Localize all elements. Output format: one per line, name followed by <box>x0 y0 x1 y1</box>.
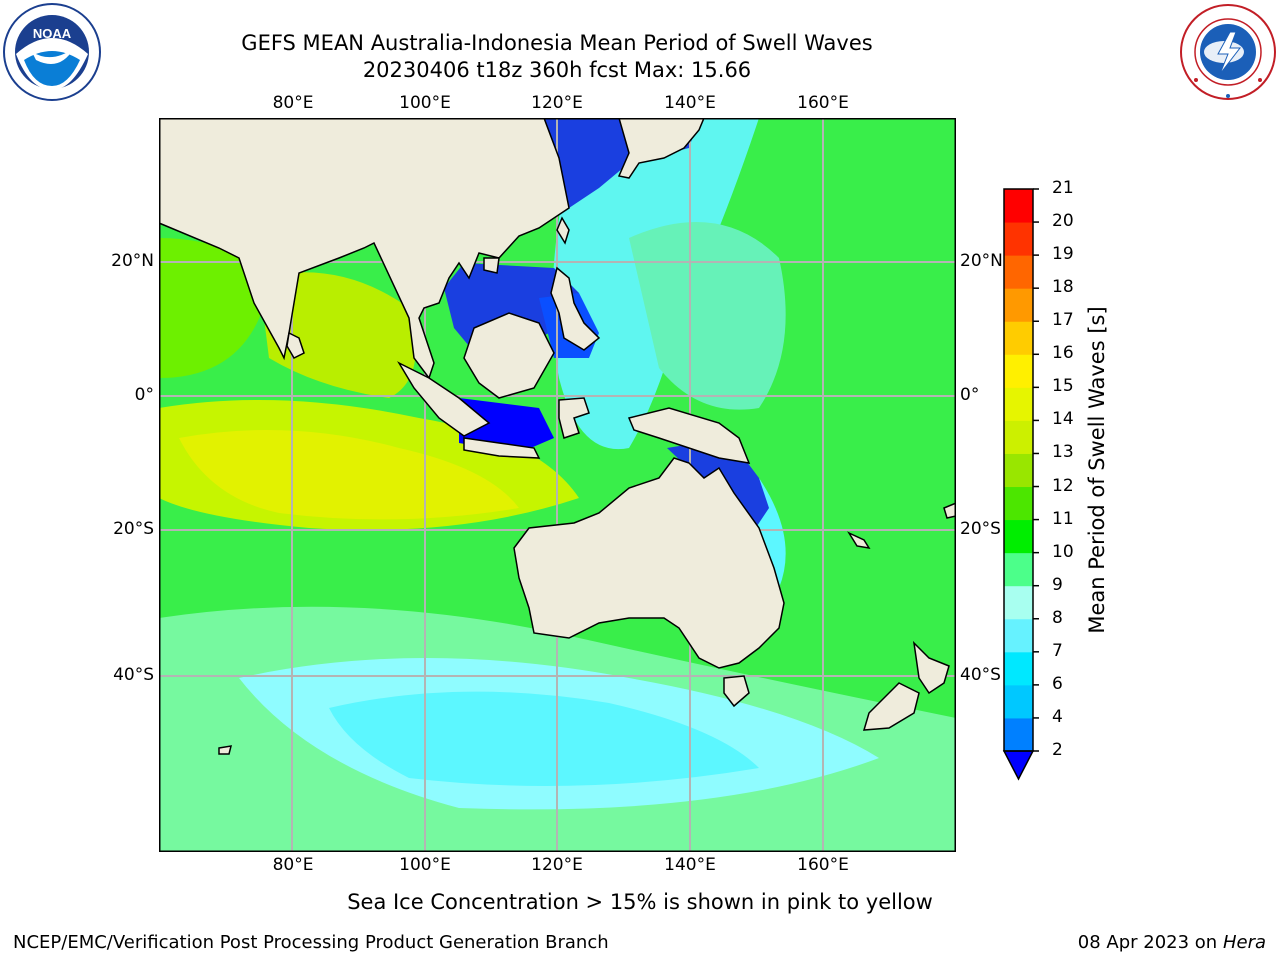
footer-date-text: 08 Apr 2023 on <box>1077 932 1223 953</box>
fiji <box>943 502 956 519</box>
colorbar-segment <box>1004 486 1033 521</box>
lat-tick-right: 0° <box>960 385 980 405</box>
lon-tick-bottom: 80°E <box>272 855 314 875</box>
colorbar-tick-label: 4 <box>1052 706 1063 727</box>
colorbar-under-triangle <box>1002 750 1035 781</box>
sri-lanka <box>286 331 305 359</box>
colorbar-tick-label: 12 <box>1052 475 1074 496</box>
colorbar-tick-label: 20 <box>1052 211 1074 232</box>
lon-tick-bottom: 120°E <box>531 855 583 875</box>
new-caledonia <box>847 531 871 550</box>
colorbar-tick-label: 15 <box>1052 376 1074 397</box>
colorbar-segment <box>1004 321 1033 355</box>
lon-tick-bottom: 140°E <box>664 855 716 875</box>
footer-host: Hera <box>1222 932 1266 953</box>
colorbar-tick-label: 2 <box>1052 740 1063 760</box>
colorbar-frame <box>1003 188 1034 752</box>
australia <box>513 457 785 669</box>
philippines <box>550 266 601 351</box>
land <box>159 118 956 755</box>
colorbar-segment <box>1004 189 1033 223</box>
lon-tick-bottom: 160°E <box>797 855 849 875</box>
lon-tick-top: 160°E <box>797 93 849 113</box>
colorbar-segment <box>1004 717 1033 752</box>
colorbar-segment <box>1004 354 1033 388</box>
colorbar <box>1002 188 1039 781</box>
java <box>463 437 541 459</box>
new-zealand-south <box>862 682 920 731</box>
colorbar-segment <box>1004 288 1033 322</box>
asia-landmass <box>159 118 570 380</box>
tasmania <box>723 675 750 708</box>
lat-tick-left: 40°S <box>113 665 154 685</box>
colorbar-tick-label: 8 <box>1052 607 1063 628</box>
colorbar-segment <box>1004 585 1033 620</box>
lon-tick-top: 80°E <box>272 93 314 113</box>
colorbar-tick-label: 14 <box>1052 409 1074 430</box>
colorbar-segment <box>1004 519 1033 554</box>
new-guinea <box>627 407 751 464</box>
noaa-logo: NOAA <box>3 3 101 101</box>
colorbar-title: Mean Period of Swell Waves [s] <box>1085 306 1109 634</box>
colorbar-segment <box>1004 255 1033 289</box>
sulawesi <box>558 397 590 439</box>
colorbar-segment <box>1004 420 1033 454</box>
colorbar-segment <box>1004 387 1033 421</box>
lon-tick-bottom: 100°E <box>399 855 451 875</box>
noaa-logo-text: NOAA <box>33 26 72 41</box>
lon-tick-top: 140°E <box>664 93 716 113</box>
colorbar-segment <box>1004 222 1033 256</box>
colorbar-tick-label: 19 <box>1052 244 1074 265</box>
colorbar-tick-label: 7 <box>1052 640 1063 661</box>
lat-tick-left: 0° <box>134 385 154 405</box>
lat-tick-right: 40°S <box>960 665 1001 685</box>
sea-ice-caption: Sea Ice Concentration > 15% is shown in … <box>347 890 933 914</box>
colorbar-tick-label: 18 <box>1052 277 1074 298</box>
japan <box>617 118 705 179</box>
footer-credit: NCEP/EMC/Verification Post Processing Pr… <box>13 932 609 953</box>
colorbar-tick-label: 17 <box>1052 310 1074 331</box>
lat-tick-right: 20°N <box>960 251 1003 271</box>
map-frame <box>159 118 956 852</box>
colorbar-segment <box>1004 651 1033 686</box>
colorbar-segment <box>1004 684 1033 719</box>
colorbar-segment <box>1004 552 1033 587</box>
new-zealand-north <box>912 640 950 695</box>
lon-tick-top: 120°E <box>531 93 583 113</box>
chart-title: GEFS MEAN Australia-Indonesia Mean Perio… <box>241 31 873 55</box>
borneo <box>463 312 555 399</box>
lat-tick-left: 20°S <box>113 519 154 539</box>
colorbar-tick-label: 9 <box>1052 574 1063 595</box>
colorbar-tick-label: 16 <box>1052 343 1074 364</box>
sumatra <box>397 361 491 437</box>
footer-date: 08 Apr 2023 on Hera <box>1078 932 1266 953</box>
colorbar-tick-label: 10 <box>1052 541 1074 562</box>
nws-logo <box>1180 4 1276 100</box>
colorbar-tick-label: 21 <box>1052 178 1074 198</box>
colorbar-tick-label: 13 <box>1052 442 1074 463</box>
kerguelen <box>218 745 233 755</box>
lon-tick-top: 100°E <box>399 93 451 113</box>
colorbar-segment <box>1004 453 1033 488</box>
taiwan <box>556 216 570 245</box>
hainan <box>483 257 500 274</box>
colorbar-segment <box>1004 618 1033 653</box>
colorbar-tick-label: 11 <box>1052 508 1074 529</box>
lat-tick-right: 20°S <box>960 519 1001 539</box>
lat-tick-left: 20°N <box>111 251 154 271</box>
chart-subtitle: 20230406 t18z 360h fcst Max: 15.66 <box>362 58 752 82</box>
map <box>159 118 956 852</box>
colorbar-tick-label: 6 <box>1052 673 1063 694</box>
